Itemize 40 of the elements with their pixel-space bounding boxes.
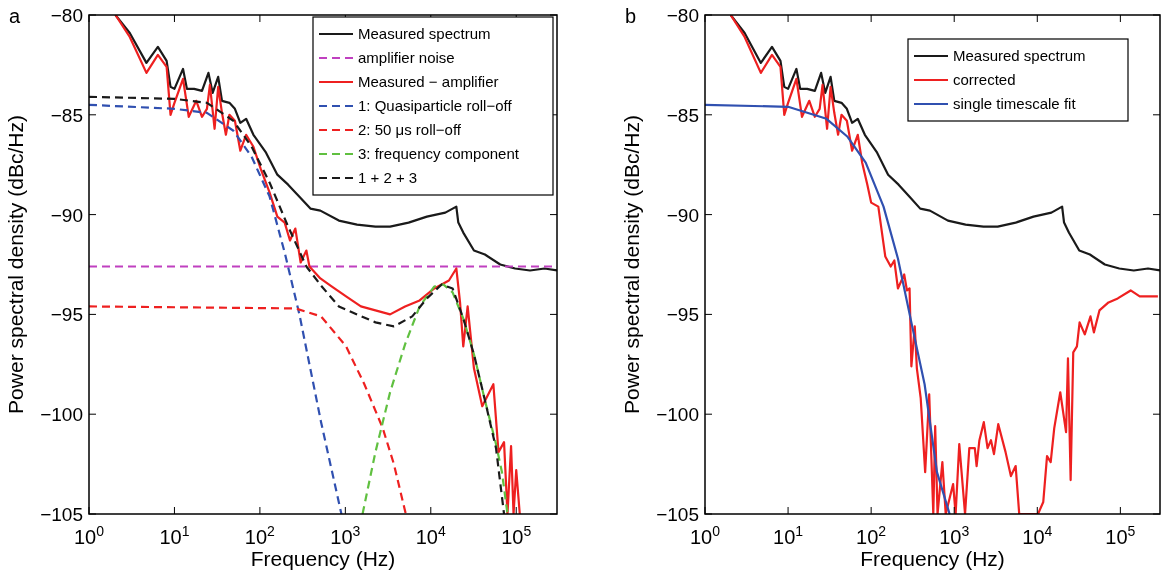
y-tick-label: −100 [656,404,699,426]
x-tick-label: 10$^{3}$ [939,523,970,548]
chart-title: b [625,5,637,27]
x-tick-label: 10$^{1}$ [773,523,804,548]
y-tick-label: −90 [666,204,699,226]
y-tick-label: −95 [666,304,699,326]
legend-label: amplifier noise [358,49,455,66]
legend-label: 3: frequency component [358,145,520,162]
y-axis-title: Power spectral density (dBc/Hz) [4,115,27,414]
y-tick-label: −90 [50,204,83,226]
legend-label: Measured spectrum [358,25,491,42]
y-tick-label: −100 [40,404,83,426]
legend-label: 1 + 2 + 3 [358,169,418,186]
x-tick-label: 10$^{4}$ [415,523,447,548]
legend-label: 2: 50 μs roll−off [358,121,462,138]
x-tick-label: 10$^{1}$ [159,523,190,548]
y-tick-label: −80 [666,5,699,26]
chart-title: a [9,5,21,27]
legend-label: Measured spectrum [953,47,1086,64]
y-tick-label: −105 [40,504,83,525]
y-tick-label: −85 [666,104,699,126]
legend-label: 1: Quasiparticle roll−off [358,97,513,114]
x-axis-title: Frequency (Hz) [250,547,396,570]
x-tick-label: 10$^{5}$ [1105,523,1136,548]
y-tick-label: −80 [50,5,83,26]
y-axis-title: Power spectral density (dBc/Hz) [620,115,643,414]
x-tick-label: 10$^{2}$ [856,523,887,548]
x-tick-label: 10$^{0}$ [689,523,721,548]
x-tick-label: 10$^{4}$ [1022,523,1053,548]
x-tick-label: 10$^{0}$ [73,523,105,548]
legend-label: corrected [953,71,1016,88]
y-tick-label: −85 [50,104,83,126]
x-tick-label: 10$^{5}$ [501,523,532,548]
x-tick-label: 10$^{2}$ [244,523,276,548]
y-tick-label: −105 [656,504,699,525]
legend-label: Measured − amplifier [358,73,499,90]
legend-label: single timescale fit [953,95,1077,112]
x-axis-title: Frequency (Hz) [860,547,1005,570]
y-tick-label: −95 [50,304,83,326]
x-tick-label: 10$^{3}$ [330,523,361,548]
